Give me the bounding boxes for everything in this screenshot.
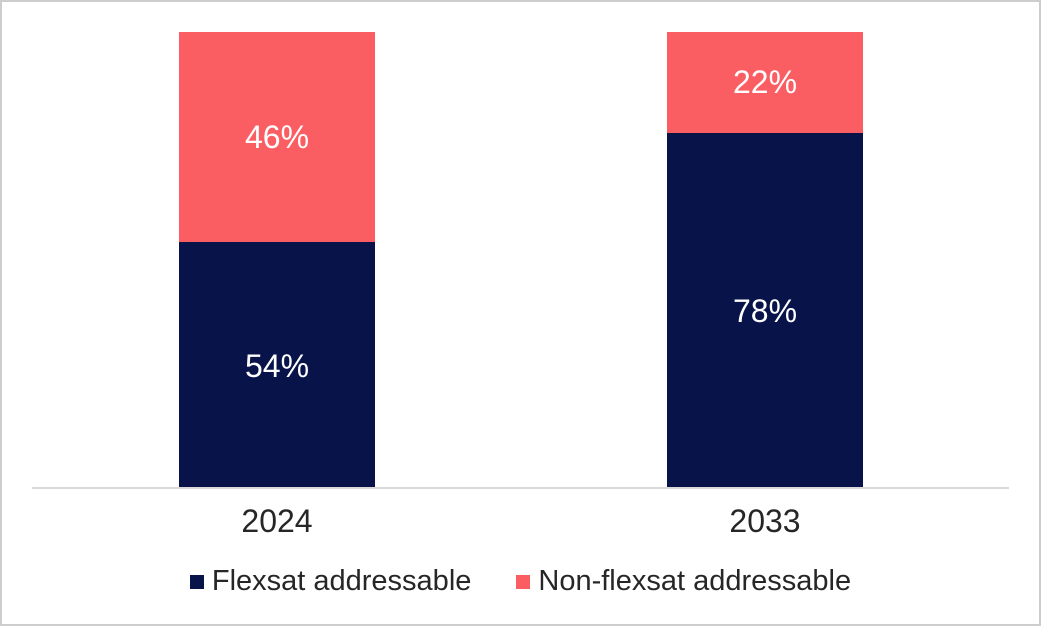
x-axis-label-2024: 2024 — [241, 503, 313, 539]
x-axis-line — [32, 487, 1009, 489]
segment-flexsat-2024: 54% — [179, 242, 375, 489]
bar-2033: 78% 22% — [667, 32, 863, 489]
segment-flexsat-2033: 78% — [667, 132, 863, 489]
segment-label: 78% — [732, 292, 798, 329]
segment-non-flexsat-2033: 22% — [667, 32, 863, 133]
legend-item-non-flexsat: Non-flexsat addressable — [516, 565, 852, 598]
segment-non-flexsat-2024: 46% — [179, 32, 375, 243]
segment-label: 54% — [244, 347, 310, 384]
legend-label-non-flexsat: Non-flexsat addressable — [538, 565, 852, 597]
legend-swatch-flexsat-icon — [189, 574, 204, 589]
x-axis-label-2033: 2033 — [729, 503, 801, 539]
bar-2024: 54% 46% — [179, 32, 375, 489]
legend-swatch-non-flexsat-icon — [516, 574, 531, 589]
legend-label-flexsat: Flexsat addressable — [211, 565, 472, 597]
legend-item-flexsat: Flexsat addressable — [189, 565, 472, 598]
legend: Flexsat addressable Non-flexsat addressa… — [2, 565, 1039, 598]
segment-label: 46% — [244, 119, 310, 156]
segment-label: 22% — [732, 64, 798, 101]
